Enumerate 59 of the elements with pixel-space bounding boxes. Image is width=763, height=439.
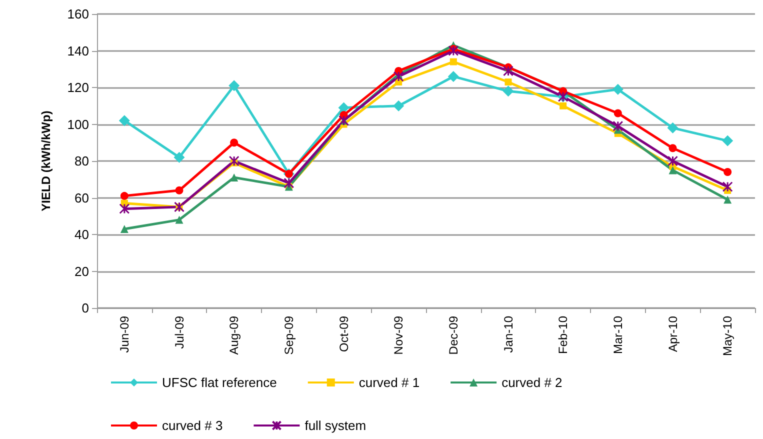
x-tick-label: May-10 — [720, 316, 735, 356]
point — [502, 86, 514, 97]
point — [722, 181, 733, 192]
y-tick-label: 40 — [74, 227, 89, 242]
x-tick-label: Jan-10 — [501, 316, 516, 353]
point — [503, 66, 514, 76]
y-tick-label: 60 — [74, 190, 89, 206]
y-tick-label: 120 — [67, 80, 89, 95]
legend-label: UFSC flat reference — [162, 375, 277, 390]
legend-label: curved # 3 — [162, 418, 223, 433]
point — [448, 70, 459, 82]
point — [120, 192, 128, 200]
legend-label: full system — [304, 418, 366, 433]
point — [560, 102, 567, 110]
point — [119, 204, 130, 214]
y-tick-label: 0 — [82, 300, 89, 316]
x-tick-label: Apr-10 — [666, 316, 680, 352]
point — [174, 152, 185, 163]
point — [175, 186, 184, 194]
x-tick-label: Nov-09 — [392, 316, 406, 355]
legend-label: curved # 1 — [358, 375, 420, 390]
point — [230, 138, 238, 147]
x-tick-label: Oct-09 — [336, 316, 351, 352]
y-tick-label: 160 — [67, 6, 89, 22]
y-tick-label: 80 — [74, 154, 89, 168]
x-tick-label: Aug-09 — [227, 316, 242, 355]
point — [668, 144, 677, 152]
point — [448, 46, 459, 56]
legend-label: curved # 2 — [502, 375, 562, 390]
point — [230, 174, 238, 182]
x-tick-label: Feb-10 — [556, 316, 570, 354]
point — [450, 58, 457, 66]
point — [504, 78, 512, 86]
point — [228, 80, 240, 92]
x-tick-label: Jul-09 — [172, 316, 186, 349]
y-tick-label: 140 — [67, 43, 89, 58]
y-tick-label: 100 — [67, 116, 89, 132]
x-tick-label: Dec-09 — [446, 316, 460, 355]
point — [228, 156, 240, 166]
point — [284, 178, 294, 188]
x-tick-label: Mar-10 — [610, 316, 625, 354]
y-tick-label: 20 — [74, 264, 89, 279]
point — [120, 224, 128, 233]
point — [668, 156, 678, 166]
point — [118, 115, 130, 126]
x-tick-label: Jun-09 — [117, 316, 132, 353]
point — [393, 71, 404, 82]
point — [175, 216, 184, 224]
point — [612, 120, 624, 132]
point — [724, 196, 732, 204]
point — [667, 122, 678, 134]
point — [612, 84, 624, 95]
y-axis-title: YIELD (kWh/kWp) — [39, 110, 53, 212]
point — [722, 135, 734, 146]
point — [724, 168, 732, 176]
point — [393, 100, 404, 112]
x-tick-label: Sep-09 — [282, 316, 296, 355]
point — [668, 166, 677, 174]
point — [614, 109, 622, 118]
